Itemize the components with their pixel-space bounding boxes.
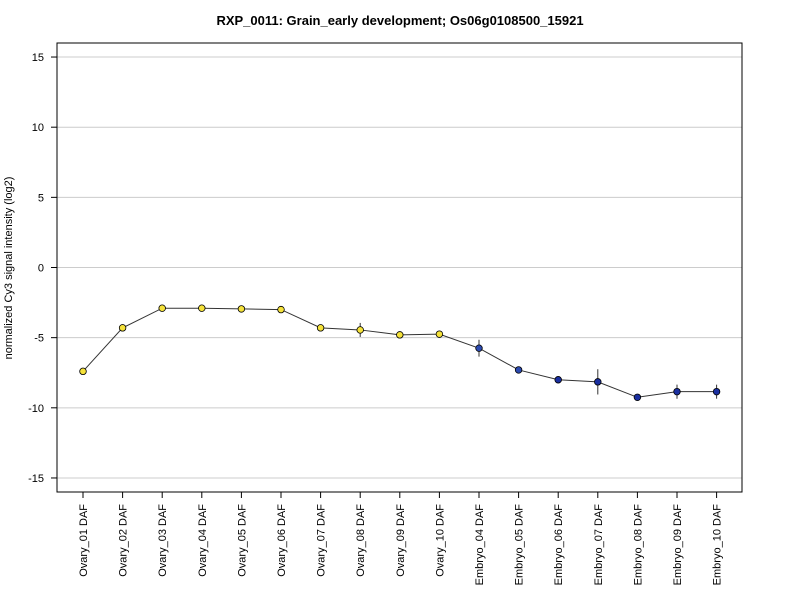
y-tick-label: -5 <box>34 333 44 345</box>
data-point <box>158 304 166 312</box>
x-tick-label: Ovary_10 DAF <box>434 504 446 577</box>
data-point <box>277 305 285 314</box>
data-point <box>475 344 483 352</box>
data-point <box>673 387 681 396</box>
data-point <box>396 331 404 339</box>
data-point <box>712 387 721 396</box>
data-point <box>316 324 325 332</box>
series-line <box>82 307 717 398</box>
x-tick-label: Ovary_04 DAF <box>197 504 209 577</box>
data-point <box>356 326 364 334</box>
x-tick-label: Embryo_09 DAF <box>672 504 684 586</box>
data-points <box>79 304 721 401</box>
data-point <box>79 367 87 376</box>
data-point <box>198 304 206 312</box>
chart-title: RXP_0011: Grain_early development; Os06g… <box>216 13 584 28</box>
y-tick-label: 5 <box>38 192 44 204</box>
x-tick-label: Ovary_06 DAF <box>276 504 288 577</box>
x-tick-label: Embryo_08 DAF <box>632 504 644 586</box>
y-tick-label: 10 <box>32 122 44 134</box>
data-point <box>237 305 246 313</box>
data-point <box>514 366 523 374</box>
x-tick-label: Ovary_01 DAF <box>78 504 90 577</box>
x-tick-label: Embryo_05 DAF <box>514 504 526 586</box>
x-tick-label: Ovary_08 DAF <box>355 504 367 577</box>
y-tick-label: -15 <box>28 473 44 485</box>
gridlines <box>57 56 742 479</box>
y-tick-label: -10 <box>28 403 44 415</box>
x-tick-label: Ovary_09 DAF <box>395 504 407 577</box>
data-point <box>594 378 602 386</box>
data-point <box>633 393 642 401</box>
x-tick-label: Ovary_05 DAF <box>236 504 248 577</box>
data-point <box>118 324 127 332</box>
x-tick-label: Ovary_07 DAF <box>316 504 328 577</box>
axes: 15 10 5 0 -5 -10 -15 Ovary_01 DAF Ovary_02 DAF Ov… <box>28 52 724 585</box>
x-tick-label: Embryo_10 DAF <box>712 504 724 586</box>
y-tick-label: 15 <box>32 52 44 64</box>
data-point <box>435 330 444 338</box>
x-tick-label: Ovary_02 DAF <box>118 504 130 577</box>
data-point <box>554 376 562 384</box>
y-tick-label: 0 <box>38 263 44 275</box>
series-line <box>82 307 717 398</box>
x-tick-label: Ovary_03 DAF <box>157 504 169 577</box>
x-tick-label: Embryo_04 DAF <box>474 504 486 586</box>
x-tick-label: Embryo_06 DAF <box>553 504 565 586</box>
x-tick-label: Embryo_07 DAF <box>593 504 605 586</box>
y-axis-label: normalized Cy3 signal intensity (log2) <box>3 177 15 360</box>
error-bars <box>82 305 718 400</box>
